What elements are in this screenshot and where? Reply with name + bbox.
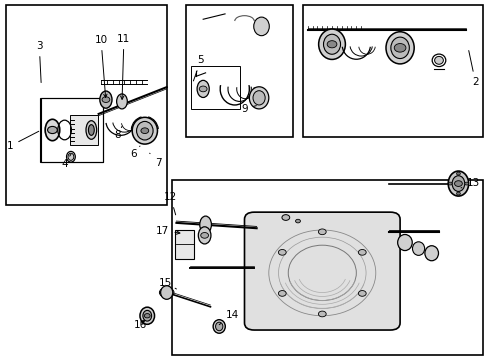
Text: 4: 4 <box>61 154 71 169</box>
Bar <box>40 98 103 162</box>
Ellipse shape <box>318 29 345 59</box>
Circle shape <box>47 126 57 134</box>
Circle shape <box>102 97 110 103</box>
Text: 7: 7 <box>149 153 161 168</box>
Text: 12: 12 <box>163 192 177 215</box>
Ellipse shape <box>100 91 112 108</box>
Text: 10: 10 <box>94 35 107 98</box>
Text: 1: 1 <box>7 131 39 151</box>
Text: 16: 16 <box>133 320 146 330</box>
Ellipse shape <box>86 121 97 139</box>
Ellipse shape <box>385 32 413 64</box>
Text: 14: 14 <box>219 310 239 325</box>
Circle shape <box>464 182 468 185</box>
Ellipse shape <box>132 117 157 144</box>
Ellipse shape <box>68 153 74 160</box>
Bar <box>191 66 239 109</box>
Ellipse shape <box>434 57 443 64</box>
Circle shape <box>278 291 285 296</box>
Ellipse shape <box>116 94 127 109</box>
Circle shape <box>144 314 150 318</box>
Circle shape <box>278 249 285 255</box>
Circle shape <box>282 215 289 220</box>
Text: 3: 3 <box>36 41 42 82</box>
Bar <box>70 115 98 145</box>
Ellipse shape <box>451 176 464 192</box>
Text: 11: 11 <box>117 34 130 99</box>
Bar <box>6 5 166 205</box>
Text: 8: 8 <box>114 126 122 140</box>
Bar <box>302 5 482 137</box>
Ellipse shape <box>197 80 209 98</box>
Ellipse shape <box>142 310 151 321</box>
Circle shape <box>318 311 325 317</box>
Text: 17: 17 <box>156 226 180 236</box>
Ellipse shape <box>159 288 174 297</box>
Ellipse shape <box>200 216 211 233</box>
Ellipse shape <box>323 34 340 54</box>
Text: 5: 5 <box>193 55 203 81</box>
Circle shape <box>318 229 325 235</box>
FancyBboxPatch shape <box>244 212 399 330</box>
Ellipse shape <box>253 17 269 36</box>
Bar <box>175 230 194 258</box>
Ellipse shape <box>160 286 172 299</box>
Circle shape <box>456 172 459 175</box>
Ellipse shape <box>249 87 268 109</box>
Ellipse shape <box>213 320 225 333</box>
Circle shape <box>295 219 300 223</box>
Bar <box>171 180 482 355</box>
Ellipse shape <box>252 91 264 105</box>
Circle shape <box>326 41 336 48</box>
Circle shape <box>358 291 366 296</box>
Text: 9: 9 <box>241 104 256 113</box>
Ellipse shape <box>136 121 153 140</box>
Ellipse shape <box>447 171 468 196</box>
Ellipse shape <box>424 246 438 261</box>
Bar <box>186 5 292 137</box>
Bar <box>41 98 103 162</box>
Text: 6: 6 <box>130 146 140 159</box>
Text: 15: 15 <box>159 278 176 289</box>
Circle shape <box>447 182 451 185</box>
Text: 13: 13 <box>460 178 479 188</box>
Text: 2: 2 <box>468 50 478 87</box>
Ellipse shape <box>198 227 210 244</box>
Ellipse shape <box>412 242 424 255</box>
Ellipse shape <box>45 119 60 141</box>
Circle shape <box>199 86 206 92</box>
Ellipse shape <box>215 322 223 331</box>
Ellipse shape <box>140 307 154 324</box>
Circle shape <box>201 233 208 238</box>
Ellipse shape <box>390 37 408 59</box>
Circle shape <box>454 181 461 186</box>
Ellipse shape <box>397 234 411 251</box>
Circle shape <box>393 44 405 52</box>
Circle shape <box>456 192 459 195</box>
Ellipse shape <box>88 125 94 135</box>
Circle shape <box>141 128 148 134</box>
Circle shape <box>358 249 366 255</box>
